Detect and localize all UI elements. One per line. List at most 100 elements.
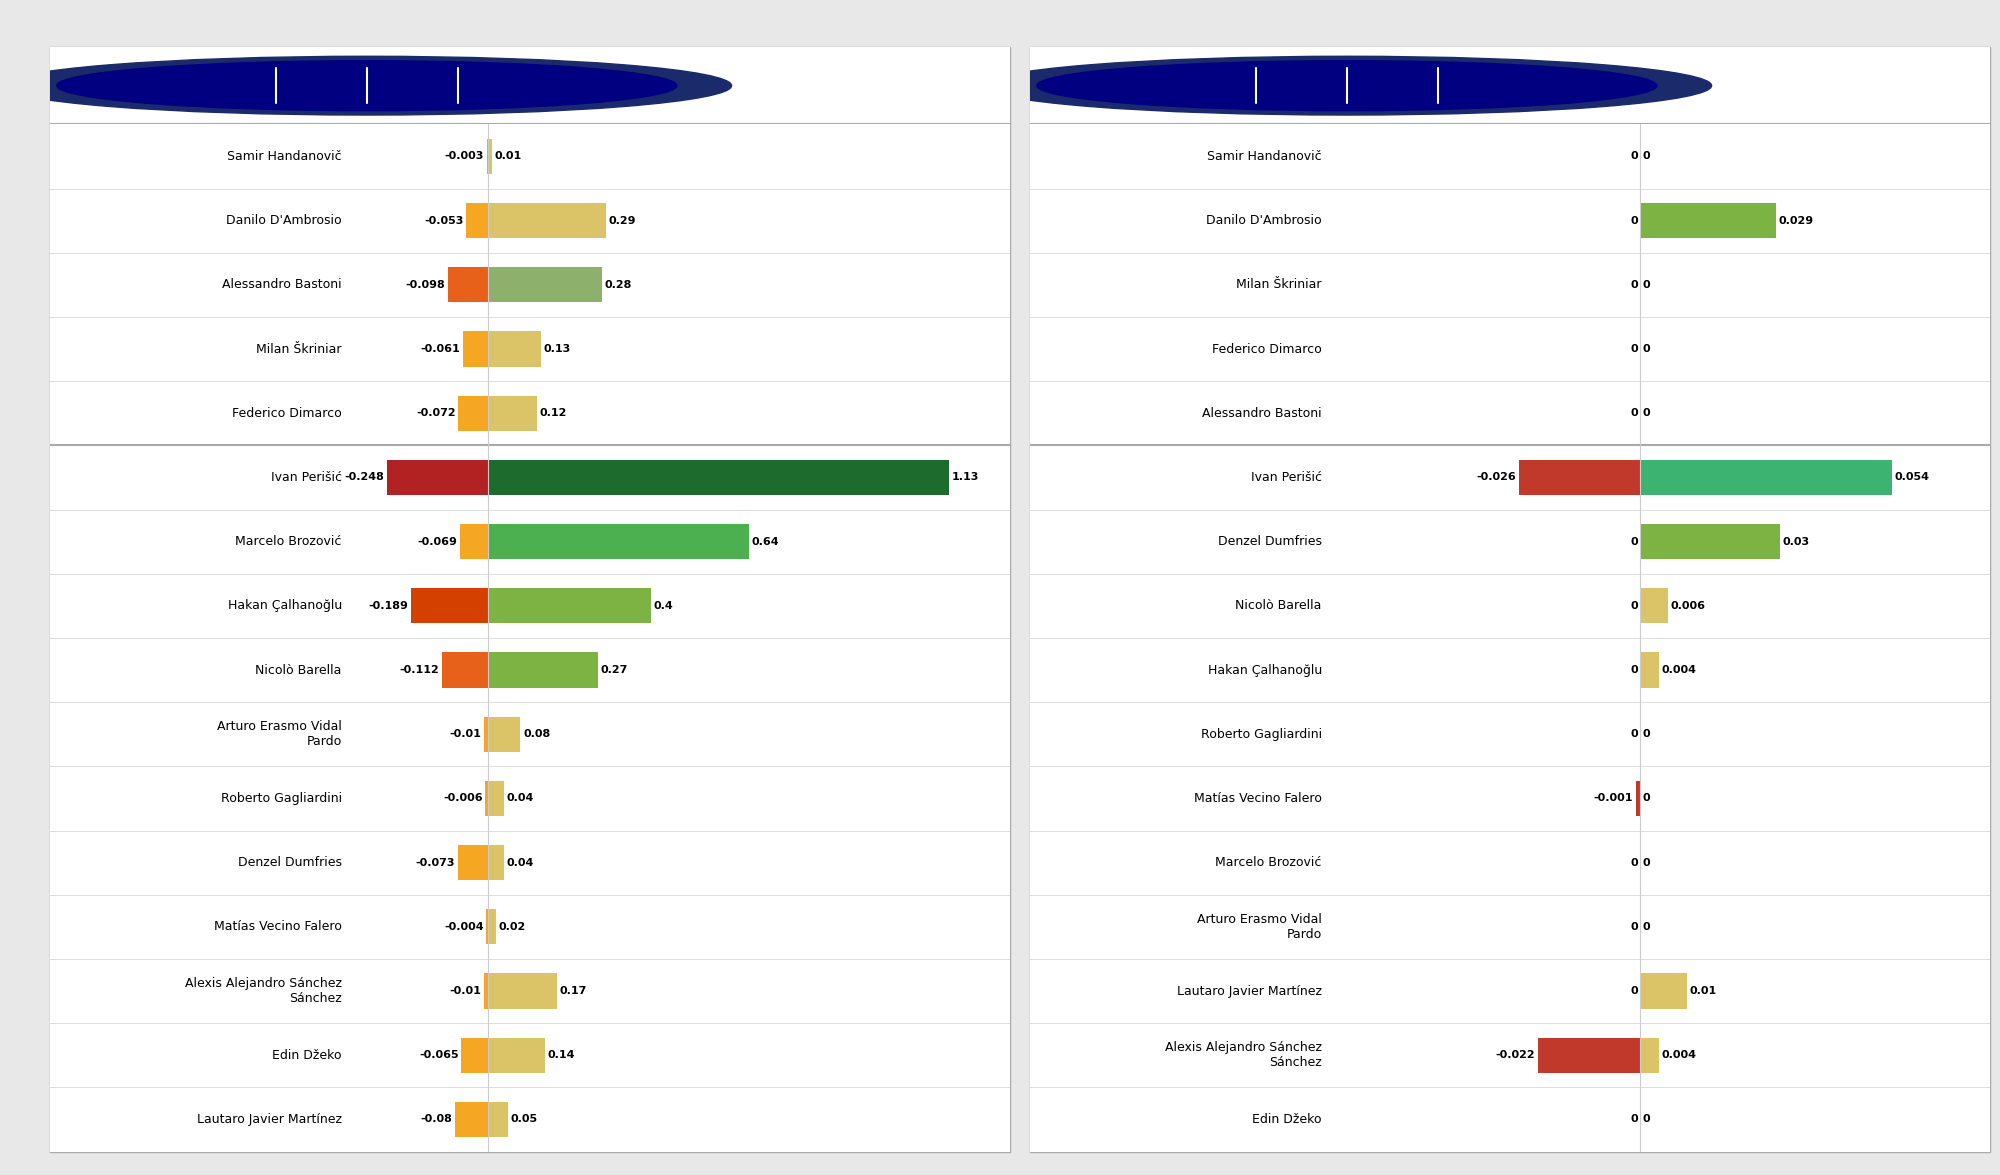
Text: Federico Dimarco: Federico Dimarco [232,407,342,419]
Bar [410,589,488,624]
Text: -0.112: -0.112 [400,665,440,674]
Text: Federico Dimarco: Federico Dimarco [1212,342,1322,356]
Text: 0: 0 [1642,152,1650,161]
Bar [484,973,488,1008]
Bar [1538,1038,1640,1073]
Text: 0.05: 0.05 [510,1114,538,1124]
Text: Marcelo Brozović: Marcelo Brozović [236,535,342,548]
Bar [460,524,488,559]
Bar [386,459,488,495]
Text: 0.14: 0.14 [548,1050,574,1060]
Bar [458,845,488,880]
Bar [488,203,606,239]
Text: -0.189: -0.189 [368,600,408,611]
Text: 0.006: 0.006 [1670,600,1706,611]
Text: 1.13: 1.13 [952,472,978,483]
Text: Arturo Erasmo Vidal
Pardo: Arturo Erasmo Vidal Pardo [216,720,342,748]
Bar [484,717,488,752]
Text: 0: 0 [1630,408,1638,418]
Text: Danilo D'Ambrosio: Danilo D'Ambrosio [1206,214,1322,227]
Bar [488,331,540,367]
Text: -0.004: -0.004 [444,922,484,932]
Text: Hakan Çalhanoğlu: Hakan Çalhanoğlu [1208,664,1322,677]
Text: 0: 0 [1630,600,1638,611]
Text: xT from Dribbles: xT from Dribbles [1078,81,1248,99]
Text: Ivan Perišić: Ivan Perišić [1250,471,1322,484]
Circle shape [56,61,676,110]
Text: 0: 0 [1642,793,1650,804]
Text: -0.003: -0.003 [444,152,484,161]
Text: 0: 0 [1630,665,1638,674]
Text: -0.098: -0.098 [406,280,446,290]
Text: 0.4: 0.4 [654,600,674,611]
Text: Alessandro Bastoni: Alessandro Bastoni [1202,407,1322,419]
Text: 0.004: 0.004 [1662,1050,1696,1060]
Text: -0.001: -0.001 [1594,793,1634,804]
Text: -0.01: -0.01 [450,730,482,739]
Text: 0.054: 0.054 [1894,472,1930,483]
Text: -0.072: -0.072 [416,408,456,418]
Bar [462,1038,488,1073]
Text: 0.004: 0.004 [1662,665,1696,674]
Text: Alessandro Bastoni: Alessandro Bastoni [222,278,342,291]
Text: 0: 0 [1630,537,1638,546]
Text: Samir Handanovič: Samir Handanovič [228,150,342,163]
Text: Samir Handanovič: Samir Handanovič [1208,150,1322,163]
Text: -0.248: -0.248 [344,472,384,483]
Bar [488,459,948,495]
Text: -0.053: -0.053 [424,216,464,226]
Text: 0.28: 0.28 [604,280,632,290]
Bar [488,524,748,559]
Bar [458,396,488,431]
Text: 0.04: 0.04 [506,858,534,867]
Text: -0.022: -0.022 [1496,1050,1536,1060]
Bar [1640,652,1658,687]
Text: Matías Vecino Falero: Matías Vecino Falero [1194,792,1322,805]
Circle shape [2,56,732,115]
Bar [1636,780,1640,817]
Text: 0.12: 0.12 [540,408,566,418]
Bar [488,717,520,752]
Text: 0: 0 [1630,344,1638,354]
Bar [1640,589,1668,624]
Text: 0.08: 0.08 [524,730,550,739]
Text: 0: 0 [1642,344,1650,354]
Text: 0.04: 0.04 [506,793,534,804]
Bar [466,203,488,239]
Bar [488,652,598,687]
Text: Denzel Dumfries: Denzel Dumfries [1218,535,1322,548]
Text: -0.01: -0.01 [450,986,482,996]
Bar [1520,459,1640,495]
Text: 0: 0 [1630,730,1638,739]
Text: Roberto Gagliardini: Roberto Gagliardini [1200,727,1322,740]
Text: 0.01: 0.01 [1690,986,1716,996]
Text: 0.029: 0.029 [1778,216,1814,226]
Text: Arturo Erasmo Vidal
Pardo: Arturo Erasmo Vidal Pardo [1196,913,1322,941]
Bar [442,652,488,687]
Bar [486,780,488,817]
Text: -0.065: -0.065 [420,1050,458,1060]
Bar [448,267,488,302]
Text: Nicolò Barella: Nicolò Barella [256,664,342,677]
Bar [1640,459,1892,495]
Text: Ivan Perišić: Ivan Perišić [270,471,342,484]
Bar [488,1102,508,1137]
Text: Lautaro Javier Martínez: Lautaro Javier Martínez [196,1113,342,1126]
Text: 0.64: 0.64 [752,537,780,546]
Text: 0.03: 0.03 [1782,537,1810,546]
Text: 0: 0 [1630,1114,1638,1124]
Text: Milan Škriniar: Milan Škriniar [1236,278,1322,291]
Bar [488,1038,544,1073]
Text: 0: 0 [1642,922,1650,932]
Bar [488,267,602,302]
Text: 0: 0 [1630,858,1638,867]
Text: -0.073: -0.073 [416,858,456,867]
Text: Matías Vecino Falero: Matías Vecino Falero [214,920,342,933]
Text: 0.29: 0.29 [608,216,636,226]
Text: 0.17: 0.17 [560,986,588,996]
Text: Alexis Alejandro Sánchez
Sánchez: Alexis Alejandro Sánchez Sánchez [1164,1041,1322,1069]
Text: -0.061: -0.061 [420,344,460,354]
Circle shape [982,56,1712,115]
Text: Marcelo Brozović: Marcelo Brozović [1216,857,1322,870]
Bar [488,589,650,624]
